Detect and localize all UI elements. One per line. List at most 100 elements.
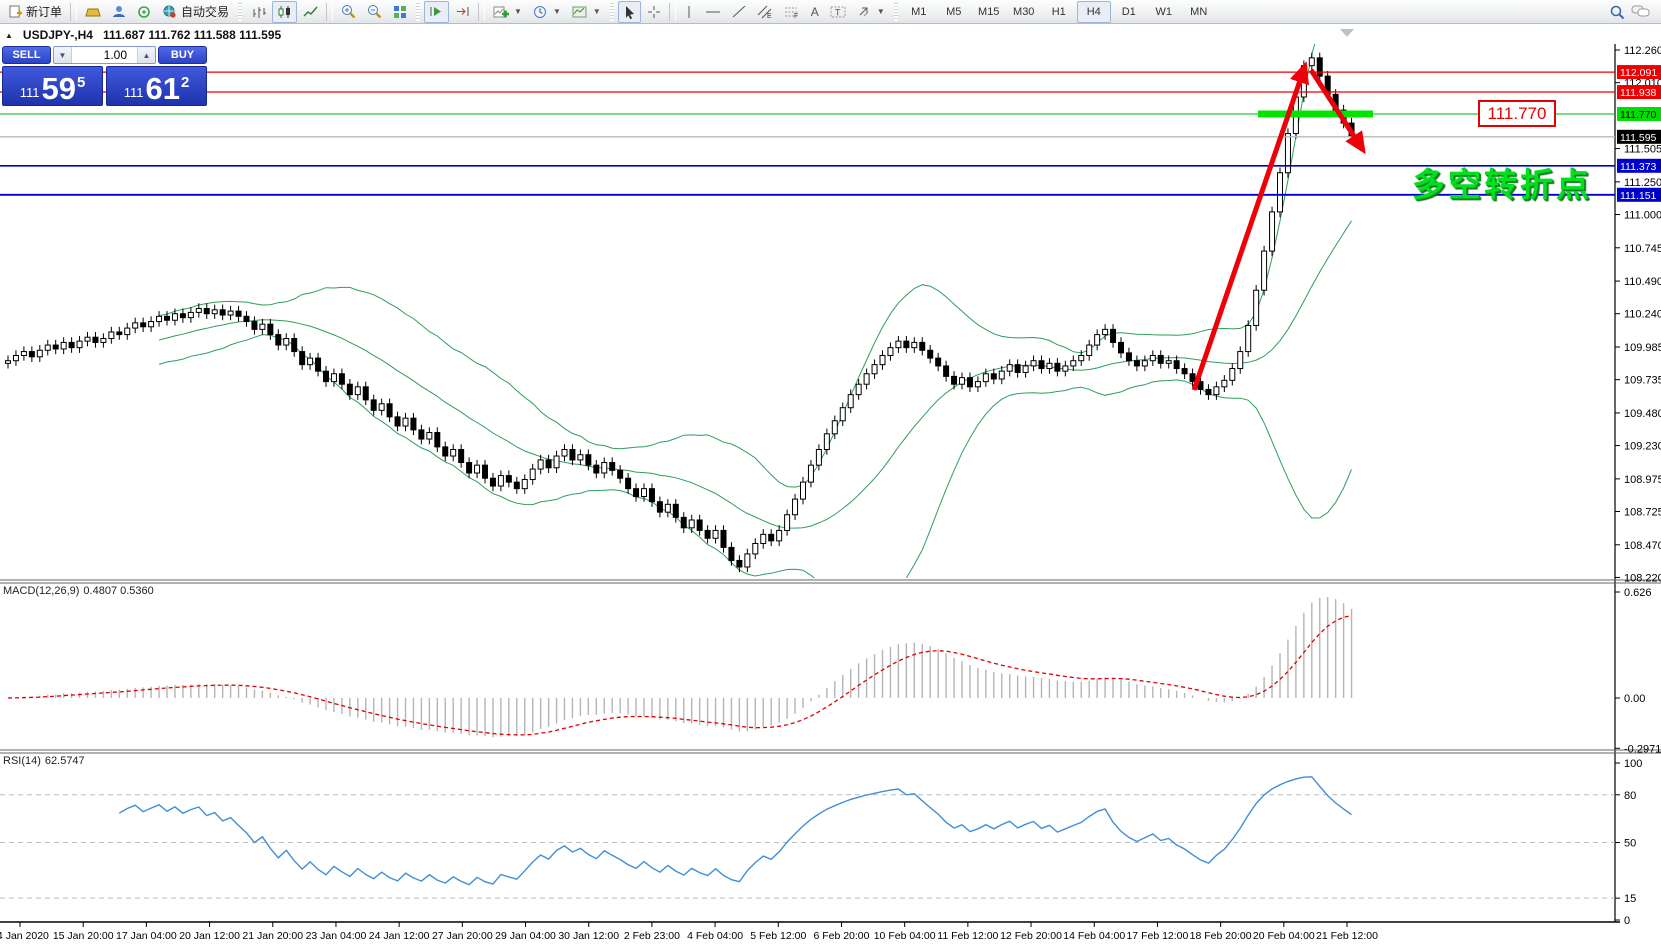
- new-order-button[interactable]: 新订单: [4, 1, 67, 23]
- time-axis-label: 10 Feb 04:00: [874, 930, 936, 942]
- time-axis-label: 20 Jan 12:00: [179, 930, 240, 942]
- time-axis-label: 20 Feb 04:00: [1253, 930, 1315, 942]
- rsi-value: 62.5747: [44, 755, 85, 767]
- macd-panel[interactable]: [7, 597, 1353, 738]
- candlestick-chart-icon: [278, 5, 291, 18]
- timeframe-mn-button[interactable]: MN: [1190, 5, 1208, 18]
- macd-axis-label: 0.00: [1624, 693, 1645, 705]
- fibonacci-icon: F: [784, 7, 798, 19]
- indicators-button[interactable]: ▼: [488, 1, 527, 23]
- tile-windows-button[interactable]: [388, 1, 412, 23]
- channel-icon: E: [757, 5, 772, 19]
- time-axis-label: 6 Feb 20:00: [813, 930, 869, 942]
- price-tick-label: 111.505: [1624, 144, 1661, 156]
- timeframe-m30-button[interactable]: M30: [1013, 5, 1035, 18]
- volume-decrease-button[interactable]: ▼: [54, 47, 72, 63]
- timeframe-d1-button[interactable]: D1: [1121, 5, 1136, 18]
- rsi-panel[interactable]: [0, 776, 1615, 899]
- line-chart-button[interactable]: [298, 1, 323, 23]
- macd-indicator-label: MACD(12,26,9) 0.4807 0.5360: [3, 585, 158, 597]
- tile-windows-icon: [394, 5, 407, 18]
- time-axis-label: 24 Jan 12:00: [369, 930, 430, 942]
- volume-increase-button[interactable]: ▲: [137, 47, 155, 63]
- price-badge-111.595: [1617, 129, 1661, 144]
- text-label-button[interactable]: T: [825, 1, 851, 23]
- macd-axis-label: -0.2971: [1624, 743, 1661, 755]
- chart-shift-marker[interactable]: [1340, 29, 1354, 37]
- price-flag-label[interactable]: 111.770: [1478, 100, 1556, 127]
- macd-name: MACD(12,26,9): [3, 585, 80, 597]
- price-tick-label: 110.490: [1624, 276, 1661, 288]
- timeframe-m5-button[interactable]: M5: [946, 5, 962, 18]
- time-axis-label: 30 Jan 12:00: [558, 930, 619, 942]
- toolbar-separator: [478, 2, 486, 21]
- main-price-panel[interactable]: [5, 0, 1355, 614]
- symbol-marker-icon: ▲: [5, 30, 13, 40]
- sell-button[interactable]: SELL: [2, 46, 51, 64]
- trend-arrow-up[interactable]: [1191, 61, 1309, 391]
- rsi-axis-label: 50: [1624, 838, 1636, 850]
- chart-symbol: USDJPY-,H4: [22, 28, 93, 42]
- rsi-axis-label: 15: [1624, 893, 1636, 905]
- volume-value[interactable]: 1.00: [103, 48, 127, 62]
- periods-button[interactable]: ▼: [528, 1, 566, 23]
- timeframe-h4-button[interactable]: H4: [1076, 0, 1111, 23]
- macd-values: 0.4807 0.5360: [83, 585, 154, 597]
- chat-icon[interactable]: [1631, 4, 1651, 19]
- timeframe-w1-button[interactable]: W1: [1155, 5, 1172, 18]
- zoom-out-icon: [368, 5, 382, 19]
- text-label-icon: T: [830, 6, 846, 17]
- trendline-button[interactable]: [727, 1, 751, 23]
- time-axis-label: 21 Jan 20:00: [242, 930, 303, 942]
- time-axis-label: 17 Jan 04:00: [116, 930, 177, 942]
- templates-button[interactable]: ▼: [567, 1, 606, 23]
- toolbar-grip: [609, 2, 614, 21]
- toolbar-grip: [893, 2, 898, 21]
- timeframe-m15-button[interactable]: M15: [978, 5, 1000, 18]
- cursor-button[interactable]: [617, 0, 641, 23]
- search-icon[interactable]: [1609, 4, 1625, 20]
- signal-icon: [138, 6, 150, 18]
- price-badge-111.373: [1617, 158, 1661, 173]
- timeframe-h1-button[interactable]: H1: [1051, 5, 1066, 18]
- volume-stepper[interactable]: ▼ 1.00 ▲: [53, 46, 156, 64]
- timeframe-m1-button[interactable]: M1: [911, 5, 927, 18]
- svg-text:111.938: 111.938: [1620, 87, 1657, 99]
- time-axis-label: 17 Feb 12:00: [1126, 930, 1188, 942]
- buy-price-display[interactable]: 111 61 2: [106, 66, 207, 106]
- arrows-tool-button[interactable]: ▼: [852, 1, 890, 23]
- crosshair-button[interactable]: [642, 1, 666, 23]
- autotrading-button[interactable]: 自动交易: [157, 1, 234, 23]
- zoom-in-icon: [342, 5, 356, 19]
- text-button[interactable]: A: [806, 1, 824, 23]
- equidistant-channel-button[interactable]: E: [752, 1, 778, 23]
- zoom-in-button[interactable]: [336, 1, 361, 23]
- time-axis-label: 11 Feb 12:00: [937, 930, 998, 942]
- signals-button[interactable]: [132, 1, 156, 23]
- bar-chart-icon: [253, 6, 267, 18]
- macd-axis-label: 0.626: [1624, 587, 1652, 599]
- fibonacci-button[interactable]: F: [779, 1, 805, 23]
- autotrading-label: 自动交易: [181, 5, 230, 19]
- vertical-line-button[interactable]: [679, 1, 699, 23]
- autotrading-icon: [163, 5, 176, 18]
- sell-price-display[interactable]: 111 59 5: [2, 66, 103, 106]
- bar-chart-button[interactable]: [246, 1, 271, 23]
- profile-button[interactable]: [107, 1, 131, 23]
- candlestick-chart-button[interactable]: [272, 0, 298, 23]
- chart-shift-button[interactable]: [450, 1, 475, 23]
- chart-window-button[interactable]: [80, 1, 106, 23]
- auto-scroll-icon: [430, 7, 442, 16]
- trend-arrow-down[interactable]: [1308, 68, 1366, 155]
- zoom-out-button[interactable]: [362, 1, 387, 23]
- buy-button[interactable]: BUY: [158, 46, 207, 64]
- auto-scroll-button[interactable]: [424, 0, 450, 23]
- turning-point-annotation[interactable]: 多空转折点: [1412, 166, 1592, 203]
- thick-green-trend-segment[interactable]: [1258, 110, 1373, 118]
- new-order-icon: [9, 5, 22, 18]
- horizontal-line-button[interactable]: [700, 1, 726, 23]
- svg-text:112.091: 112.091: [1620, 67, 1657, 79]
- cursor-icon: [625, 5, 634, 19]
